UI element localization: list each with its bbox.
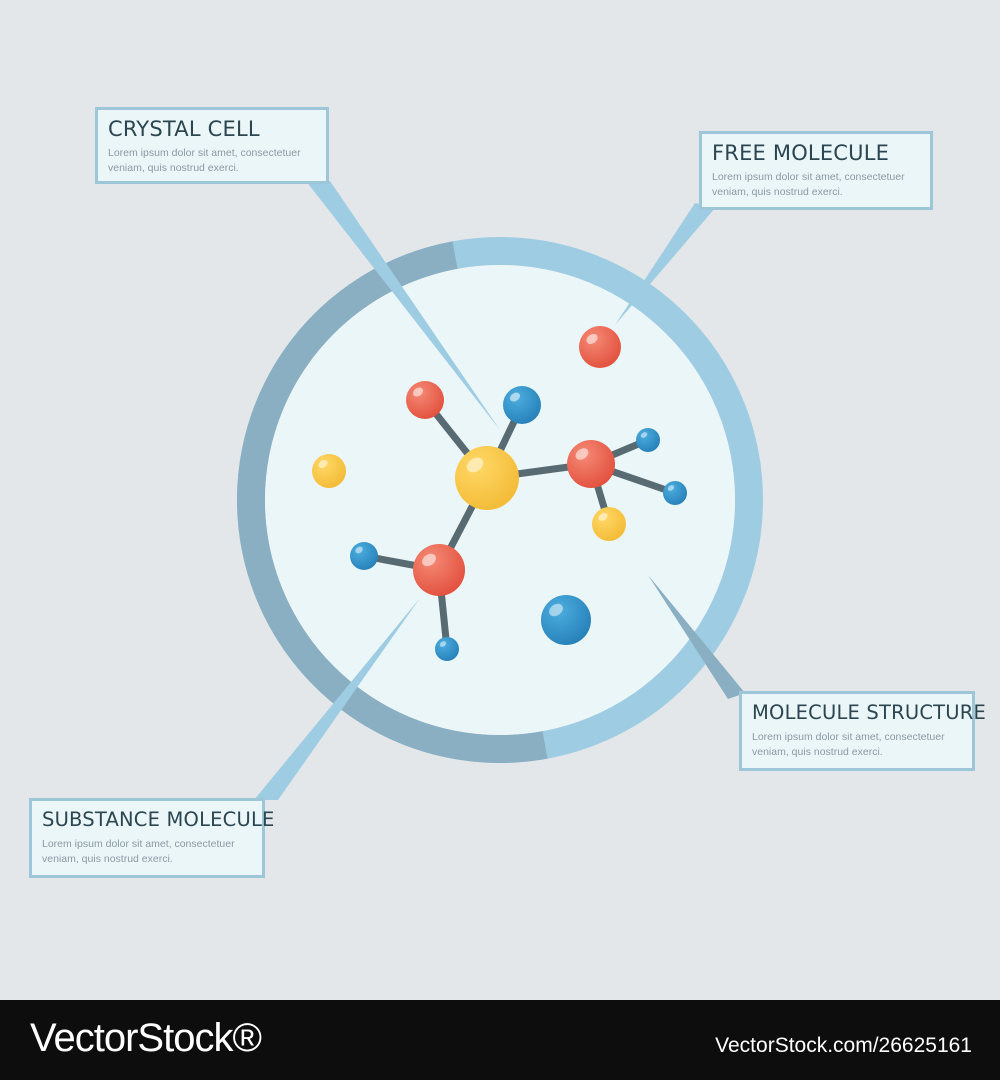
free-yellow-atom xyxy=(312,454,346,488)
red-atom xyxy=(413,544,465,596)
callout-substance-molecule: SUBSTANCE MOLECULE Lorem ipsum dolor sit… xyxy=(29,798,275,878)
leader-substance-molecule xyxy=(254,598,420,800)
callout-crystal-cell: CRYSTAL CELL Lorem ipsum dolor sit amet,… xyxy=(95,107,329,184)
callout-title: CRYSTAL CELL xyxy=(108,117,260,141)
vectorstock-logo: VectorStock® xyxy=(30,1016,262,1060)
callout-text: Lorem ipsum dolor sit amet, consectetuer… xyxy=(752,731,945,758)
callout-title: SUBSTANCE MOLECULE xyxy=(42,808,275,831)
yellow-atom xyxy=(592,507,626,541)
callout-text: Lorem ipsum dolor sit amet, consectetuer… xyxy=(108,147,301,174)
callout-free-molecule: FREE MOLECULE Lorem ipsum dolor sit amet… xyxy=(699,131,933,210)
callout-text: Lorem ipsum dolor sit amet, consectetuer… xyxy=(42,838,235,865)
red-atom xyxy=(406,381,444,419)
small-blue-atom xyxy=(350,542,378,570)
watermark-footer: VectorStock® VectorStock.com/26625161 xyxy=(0,1000,1000,1080)
blue-atom xyxy=(503,386,541,424)
red-atom xyxy=(567,440,615,488)
leader-free-molecule xyxy=(615,203,716,325)
free-red-atom xyxy=(579,326,621,368)
leader-lines xyxy=(254,181,745,800)
molecule-diagram xyxy=(237,181,763,800)
small-blue-atom xyxy=(636,428,660,452)
callout-title: FREE MOLECULE xyxy=(712,141,890,165)
callout-title: MOLECULE STRUCTURE xyxy=(752,701,987,724)
small-blue-atom xyxy=(435,637,459,661)
atoms xyxy=(312,326,687,661)
callout-text: Lorem ipsum dolor sit amet, consectetuer… xyxy=(712,171,905,198)
small-blue-atom xyxy=(663,481,687,505)
leader-crystal-cell xyxy=(306,181,500,430)
callout-molecule-structure: MOLECULE STRUCTURE Lorem ipsum dolor sit… xyxy=(739,691,987,771)
free-blue-atom xyxy=(541,595,591,645)
leader-molecule-structure xyxy=(648,575,745,699)
central-yellow-atom xyxy=(455,446,519,510)
asset-id-label: VectorStock.com/26625161 xyxy=(715,1034,972,1057)
